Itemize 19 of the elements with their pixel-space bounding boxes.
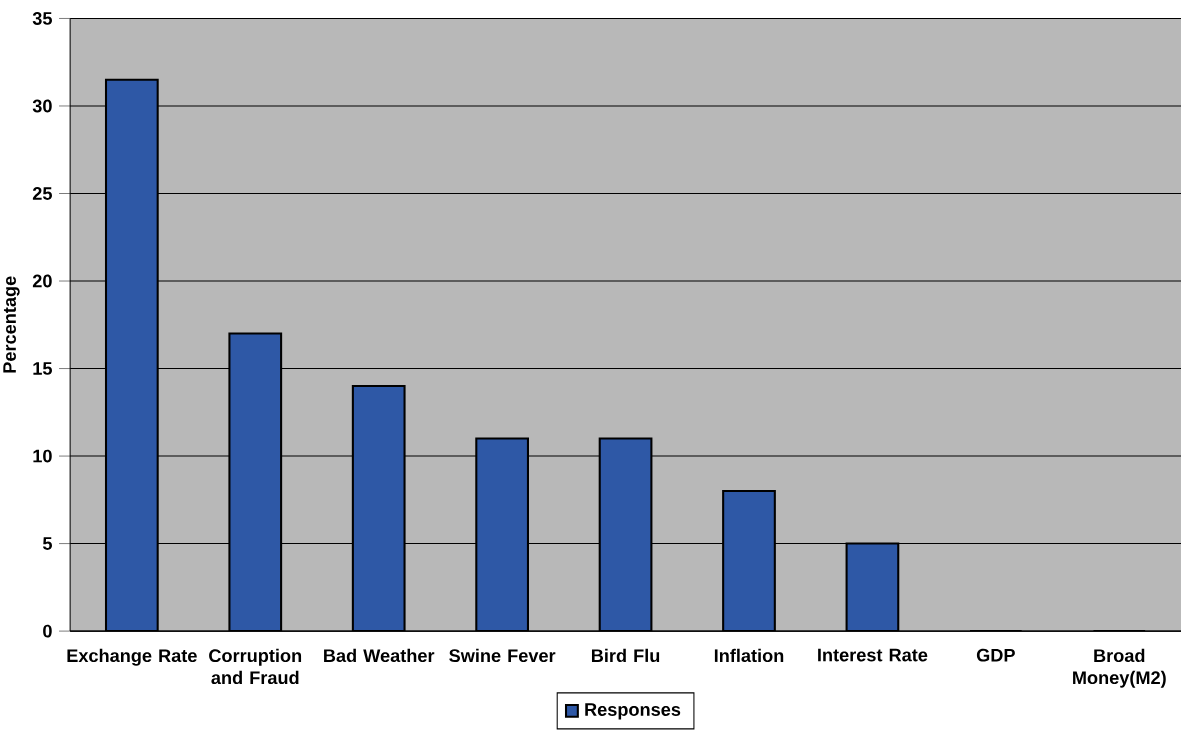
x-tick-label: Bird Flu bbox=[591, 648, 660, 662]
x-tick-label: Inflation bbox=[714, 648, 784, 662]
x-tick-label: Swine Fever bbox=[449, 648, 556, 662]
x-tick-label: Corruption and Fraud bbox=[209, 648, 302, 685]
legend-label: Responses bbox=[585, 703, 681, 720]
y-tick-label: 0 bbox=[43, 624, 52, 638]
x-tick-label: Broad Money(M2) bbox=[1073, 648, 1166, 688]
x-tick-label: GDP bbox=[976, 648, 1015, 662]
x-tick-label: Exchange Rate bbox=[67, 648, 197, 666]
y-tick-label: 30 bbox=[32, 99, 52, 113]
x-tick-label: Interest Rate bbox=[818, 648, 928, 662]
y-axis-title: Percentage bbox=[3, 276, 20, 373]
y-tick-label: 25 bbox=[32, 187, 52, 200]
y-tick-label: 15 bbox=[33, 362, 52, 375]
y-tick-label: 20 bbox=[32, 274, 52, 288]
y-tick-label: 5 bbox=[42, 537, 52, 550]
y-tick-label: 35 bbox=[32, 11, 52, 25]
x-tick-label: Bad Weather bbox=[324, 648, 435, 662]
y-tick-label: 10 bbox=[33, 449, 52, 463]
